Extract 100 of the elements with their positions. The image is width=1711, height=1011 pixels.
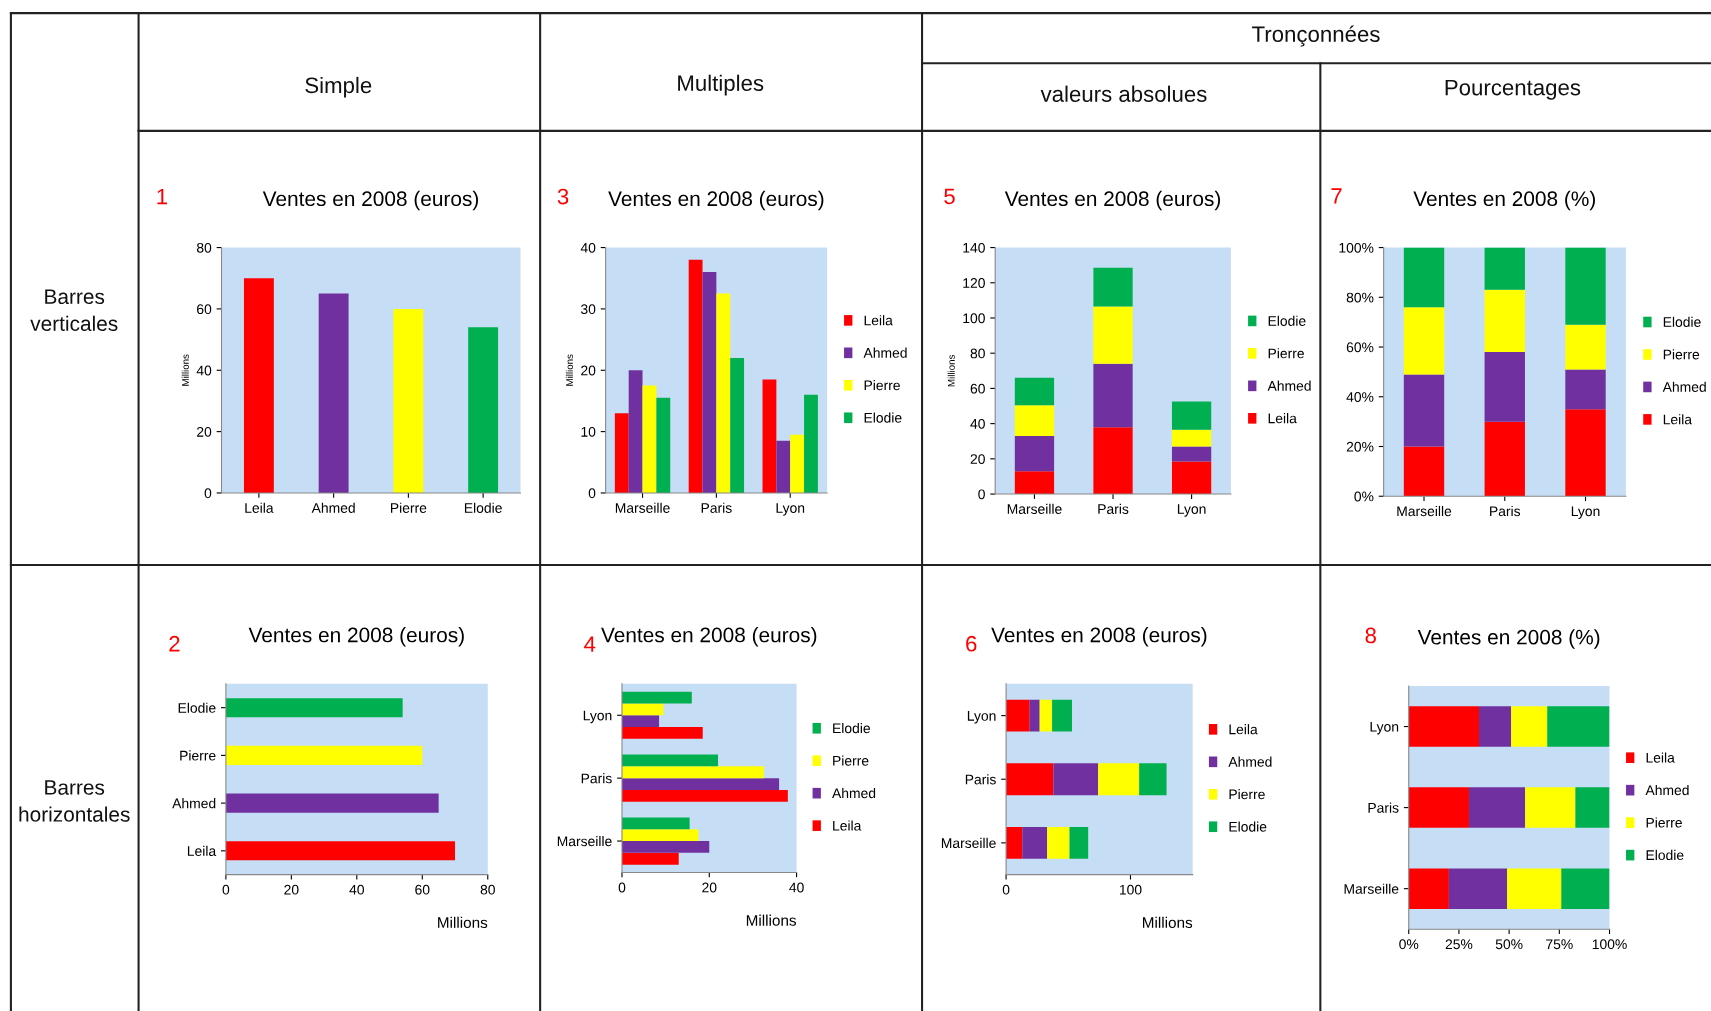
x-tick-label: Leila	[245, 502, 274, 513]
bar	[1511, 706, 1548, 747]
x-tick-label: 75%	[1546, 939, 1573, 950]
text: Simple	[305, 76, 372, 98]
bar	[716, 293, 731, 493]
legend-label: Pierre	[1229, 789, 1265, 800]
bar	[1052, 699, 1073, 732]
bar	[1093, 306, 1133, 364]
bar	[1093, 267, 1133, 307]
x-tick-label: Paris	[1490, 505, 1521, 517]
y-tick-label: 120	[963, 278, 985, 288]
x-tick-label: 60	[415, 884, 430, 895]
bar	[642, 385, 657, 493]
x-tick-label: 100%	[1592, 939, 1627, 950]
y-tick-label: 40	[970, 418, 985, 429]
bar	[790, 434, 805, 493]
x-tick-label: 0	[1002, 884, 1010, 895]
bar	[776, 440, 791, 493]
bar	[621, 789, 788, 802]
bar	[702, 272, 717, 493]
chart-title: Ventes en 2008 (euros)	[248, 627, 464, 647]
legend-label: Leila	[1268, 413, 1297, 424]
bar	[1093, 427, 1133, 495]
legend-label: Elodie	[1268, 315, 1306, 326]
y-axis-title: Millions	[181, 354, 189, 386]
y-tick-label: Marseille	[557, 836, 612, 847]
bar	[225, 793, 439, 813]
x-tick-label: Lyon	[776, 503, 805, 516]
bar	[621, 754, 719, 767]
bar	[1525, 787, 1576, 828]
bar	[1014, 435, 1055, 472]
y-tick-label: Ahmed	[172, 798, 216, 809]
y-tick-label: Elodie	[178, 702, 216, 713]
bar	[621, 715, 660, 728]
text: 2	[169, 635, 180, 652]
bar	[393, 308, 424, 493]
y-tick-label: Marseille	[941, 837, 996, 849]
y-tick-label: Lyon	[967, 711, 996, 724]
y-tick-label: 20%	[1346, 441, 1374, 452]
x-tick-label: Ahmed	[311, 502, 355, 513]
y-tick-label: Leila	[187, 845, 217, 856]
text: 5	[944, 188, 955, 205]
bar	[1171, 429, 1212, 447]
bar	[1014, 377, 1055, 406]
text: Tronçonnées	[1252, 25, 1380, 47]
bar	[621, 727, 703, 739]
bar	[804, 394, 818, 493]
chart-title: Ventes en 2008 (euros)	[991, 627, 1207, 647]
y-tick-label: Paris	[965, 774, 996, 785]
y-tick-label: 100%	[1339, 242, 1374, 253]
chart-title: Ventes en 2008 (euros)	[608, 190, 824, 211]
legend-label: Elodie	[1646, 849, 1684, 861]
legend-label: Elodie	[1663, 316, 1701, 327]
y-tick-label: Paris	[581, 773, 612, 784]
bar	[1403, 307, 1445, 375]
chart-title: Ventes en 2008 (%)	[1417, 629, 1600, 649]
bar	[628, 370, 643, 493]
y-tick-label: 0	[204, 488, 212, 499]
y-tick-label: 0	[978, 489, 985, 500]
bar	[1039, 699, 1053, 732]
y-tick-label: 80%	[1346, 292, 1374, 303]
text: Barres horizontales	[19, 780, 130, 822]
y-tick-label: 20	[581, 365, 596, 376]
legend-label: Ahmed	[1228, 756, 1272, 767]
bar	[1139, 763, 1167, 796]
x-tick-label: Pierre	[391, 502, 427, 513]
x-tick-label: 50%	[1495, 939, 1523, 950]
bar	[1479, 706, 1512, 747]
x-tick-label: 100	[1119, 884, 1142, 895]
y-tick-label: 80	[970, 348, 985, 359]
bar	[1484, 352, 1525, 422]
bar	[1006, 699, 1030, 732]
y-tick-label: 40	[580, 242, 596, 253]
bar	[1171, 461, 1212, 495]
text: 3	[557, 188, 569, 205]
bar	[225, 698, 403, 718]
bar	[225, 841, 456, 861]
legend-label: Pierre	[1268, 348, 1304, 359]
bar	[1403, 446, 1445, 497]
x-tick-label: Lyon	[1571, 506, 1600, 519]
x-axis-title: Millions	[1143, 916, 1193, 929]
bar	[1047, 826, 1070, 859]
x-tick-label: 20	[284, 884, 299, 895]
bar	[1014, 405, 1055, 436]
y-axis-title: Millions	[947, 354, 955, 387]
legend-label: Elodie	[1229, 821, 1267, 832]
x-tick-label: 80	[480, 884, 495, 895]
bar	[1565, 247, 1606, 325]
legend-label: Leila	[1663, 414, 1693, 425]
chart-title: Ventes en 2008 (euros)	[1004, 190, 1221, 211]
x-tick-label: Marseille	[1397, 505, 1452, 517]
x-tick-label: Elodie	[464, 502, 502, 513]
legend-label: Pierre	[864, 380, 900, 391]
y-tick-label: 100	[963, 313, 985, 324]
x-tick-label: 0	[222, 884, 230, 895]
y-tick-label: 60	[970, 383, 985, 394]
bar	[1484, 247, 1525, 290]
y-tick-label: 60%	[1346, 342, 1374, 353]
x-tick-label: 40	[789, 882, 804, 893]
bar	[1069, 826, 1089, 859]
